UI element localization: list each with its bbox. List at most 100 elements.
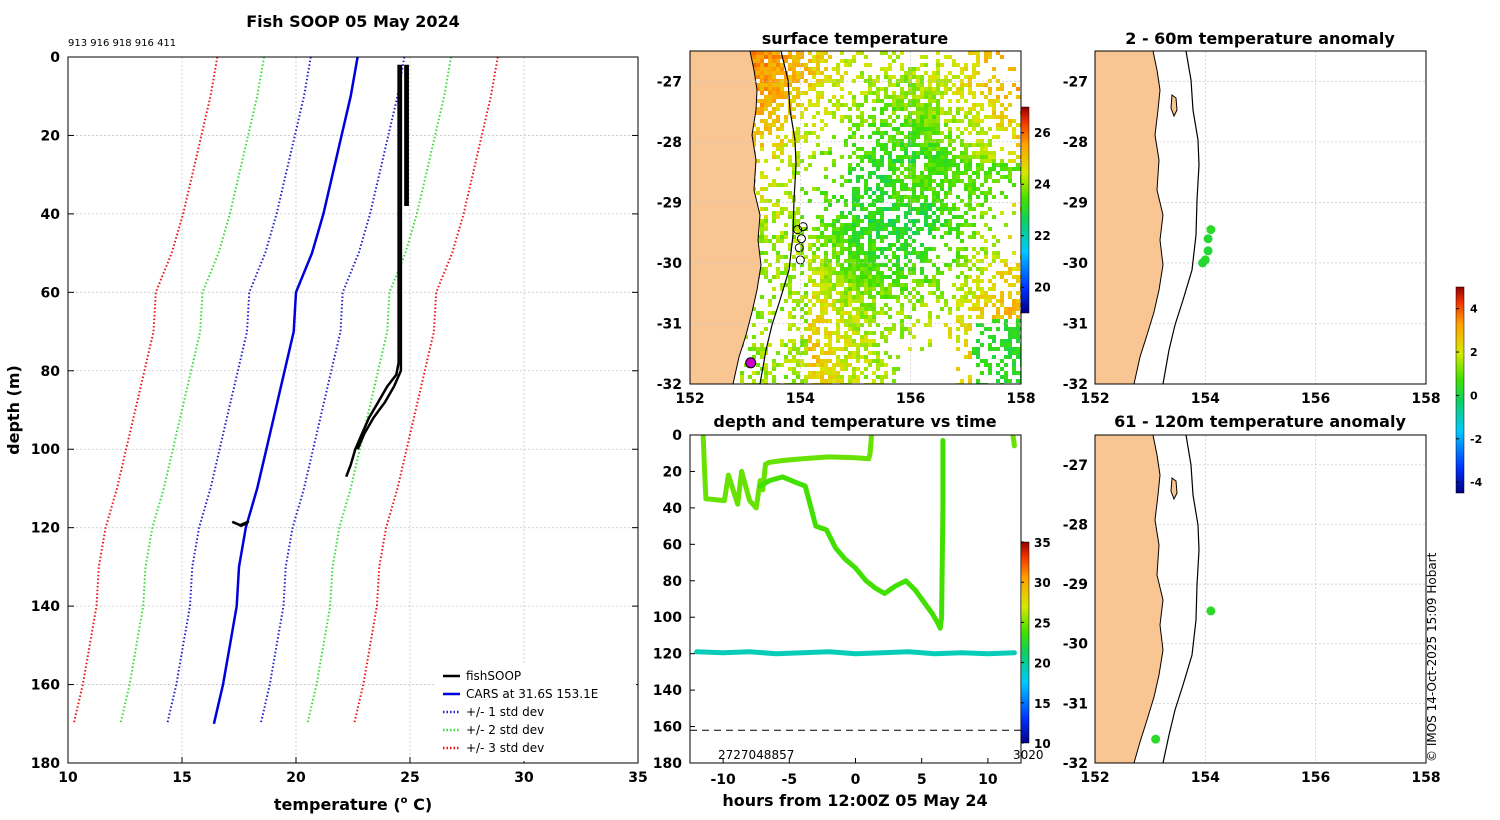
sst-cell: [928, 259, 932, 263]
sst-cell: [828, 347, 832, 351]
sst-cell: [864, 275, 868, 279]
sst-cell: [856, 347, 860, 351]
sst-cell: [848, 235, 852, 239]
sst-cell: [956, 339, 960, 343]
sst-cell: [940, 131, 944, 135]
sst-cell: [796, 351, 800, 355]
sst-cell: [852, 259, 856, 263]
sst-cell: [984, 195, 988, 199]
sst-cell: [756, 51, 760, 55]
sst-cell: [876, 199, 880, 203]
sst-cell: [852, 267, 856, 271]
sst-cell: [932, 191, 936, 195]
sst-cell: [756, 311, 760, 315]
sst-cell: [892, 51, 896, 55]
sst-cell: [812, 291, 816, 295]
sst-cell: [880, 135, 884, 139]
sst-cell: [912, 263, 916, 267]
sst-cell: [904, 123, 908, 127]
sst-cell: [816, 267, 820, 271]
sst-cell: [896, 299, 900, 303]
sst-cell: [756, 83, 760, 87]
sst-cell: [920, 187, 924, 191]
legend-label-std3: +/- 3 std dev: [466, 741, 544, 755]
sst-cell: [772, 379, 776, 383]
anomaly-cbar-tick-label: 0: [1470, 389, 1478, 402]
sst-cell: [876, 139, 880, 143]
sst-cell: [872, 223, 876, 227]
sst-cell: [852, 255, 856, 259]
sst-cell: [820, 55, 824, 59]
sst-cell: [1004, 259, 1008, 263]
sst-cell: [940, 163, 944, 167]
sst-cell: [840, 347, 844, 351]
sst-cell: [1000, 115, 1004, 119]
sst-cell: [884, 275, 888, 279]
sst-cell: [812, 371, 816, 375]
sst-cell: [864, 231, 868, 235]
sst-cell: [840, 315, 844, 319]
sst-cell: [828, 263, 832, 267]
sst-cell: [824, 295, 828, 299]
sst-cell: [1016, 135, 1020, 139]
sst-cell: [884, 107, 888, 111]
sst-cell: [788, 311, 792, 315]
sst-cell: [908, 71, 912, 75]
sst-cell: [916, 83, 920, 87]
sst-cell: [912, 219, 916, 223]
sst-cell: [804, 135, 808, 139]
sst-cell: [984, 327, 988, 331]
sst-cell: [864, 95, 868, 99]
sst-cell: [1008, 283, 1012, 287]
sst-cell: [1000, 295, 1004, 299]
sst-cell: [816, 315, 820, 319]
sst-cell: [912, 183, 916, 187]
anom-shallow-xtick-label: 158: [1411, 391, 1440, 407]
sst-cell: [784, 119, 788, 123]
sst-cell: [1012, 331, 1016, 335]
sst-cell: [856, 191, 860, 195]
sst-cell: [932, 211, 936, 215]
sst-cell: [812, 259, 816, 263]
sst-cell: [888, 151, 892, 155]
time-ytick-label: 140: [653, 683, 682, 699]
sst-cell: [840, 279, 844, 283]
sst-cell: [988, 127, 992, 131]
sst-cell: [976, 103, 980, 107]
sst-cell: [760, 351, 764, 355]
sst-cell: [836, 379, 840, 383]
sst-cell: [872, 263, 876, 267]
sst-cell: [760, 195, 764, 199]
sst-cell: [824, 239, 828, 243]
sst-cell: [804, 291, 808, 295]
profile-cars-curve: [212, 57, 359, 725]
sst-cell: [1008, 379, 1012, 383]
sst-cell: [780, 95, 784, 99]
sst-cell: [1016, 335, 1020, 339]
sst-cell: [916, 207, 920, 211]
sst-cell: [844, 271, 848, 275]
sst-cell: [764, 159, 768, 163]
profile-ytick-label: 40: [41, 207, 61, 223]
anom-shallow-xtick-label: 154: [1191, 391, 1220, 407]
sst-cell: [800, 379, 804, 383]
sst-cell: [768, 343, 772, 347]
sst-cell: [784, 231, 788, 235]
sst-cell: [944, 167, 948, 171]
sst-cell: [808, 323, 812, 327]
sst-cell: [768, 71, 772, 75]
sst-cell: [984, 59, 988, 63]
sst-cell: [836, 327, 840, 331]
sst-cell: [892, 283, 896, 287]
sst-cell: [956, 127, 960, 131]
sst-cell: [900, 51, 904, 55]
sst-cell: [848, 335, 852, 339]
sst-cell: [896, 155, 900, 159]
sst-cell: [964, 323, 968, 327]
sst-cell: [788, 75, 792, 79]
sst-cell: [988, 151, 992, 155]
sst-cell: [972, 187, 976, 191]
anom-deep-ticks: 152 154 156 158-27-28-29-30-31-32: [1063, 458, 1441, 786]
sst-cell: [808, 199, 812, 203]
sst-cell: [884, 143, 888, 147]
